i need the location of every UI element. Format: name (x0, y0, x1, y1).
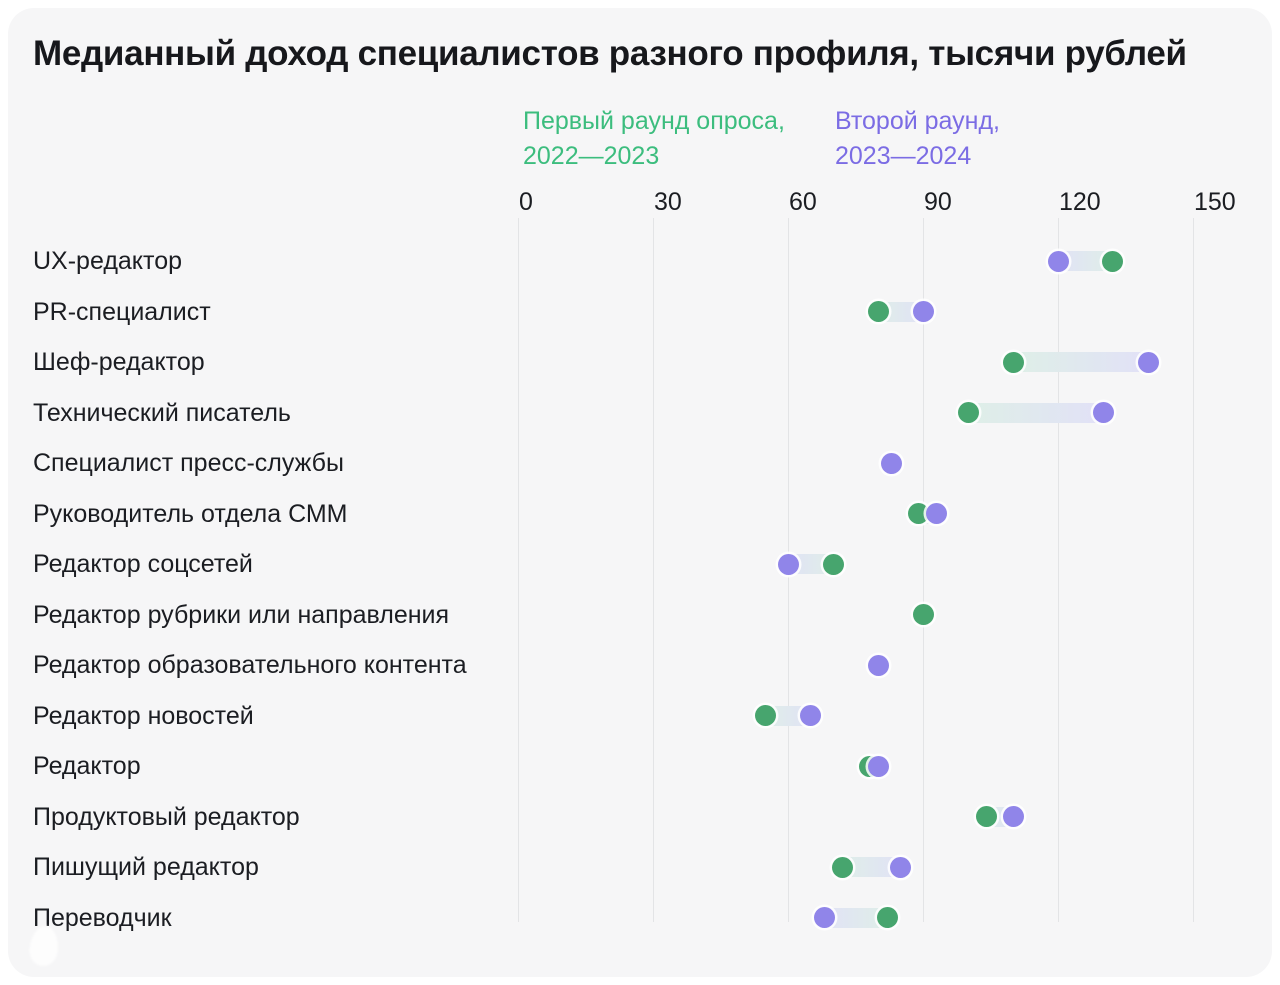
gridline-120 (1058, 218, 1059, 922)
legend-first-round-line2: 2022—2023 (523, 142, 660, 170)
dot-round1 (1101, 250, 1123, 272)
dot-round2 (813, 907, 835, 928)
category-label: Переводчик (33, 903, 172, 932)
dot-round2 (800, 705, 821, 726)
legend-second-round-line2: 2023—2024 (835, 142, 972, 170)
chart-title: Медианный доход специалистов разного про… (33, 34, 1187, 73)
category-label: Пишущий редактор (33, 853, 259, 881)
category-label: Редактор (33, 752, 141, 780)
dot-round1 (755, 705, 776, 726)
dot-round1 (1002, 351, 1024, 373)
dot-round1 (867, 301, 889, 322)
legend-first-round: Первый раунд опроса, 2022—2023 (523, 104, 785, 174)
category-label: Руководитель отдела СММ (33, 499, 348, 528)
tick-label-60: 60 (789, 188, 817, 216)
category-label: Продуктовый редактор (33, 802, 300, 831)
dot-round1 (822, 553, 844, 575)
tick-label-30: 30 (654, 188, 682, 216)
gridline-0 (518, 218, 519, 922)
tick-label-150: 150 (1194, 188, 1236, 216)
category-label: Редактор соцсетей (33, 550, 253, 578)
category-label: Редактор образовательного контента (33, 651, 467, 679)
tick-label-90: 90 (924, 188, 952, 216)
category-label: Технический писатель (33, 398, 291, 427)
dot-round2 (867, 654, 889, 676)
dot-round1 (957, 402, 979, 423)
dot-round2 (926, 503, 947, 524)
chart-card: Медианный доход специалистов разного про… (8, 8, 1272, 977)
dot-round2 (1002, 806, 1024, 827)
category-label: UX-редактор (33, 247, 182, 275)
tick-label-0: 0 (519, 188, 533, 216)
gridline-90 (923, 218, 924, 922)
category-label: Редактор новостей (33, 701, 254, 730)
dot-round1 (831, 856, 853, 878)
dot-round2 (890, 856, 911, 878)
category-label: Специалист пресс-службы (33, 449, 344, 477)
connector (1003, 352, 1158, 372)
category-label: Редактор рубрики или направления (33, 600, 450, 629)
connector (814, 907, 897, 928)
dot-round2 (881, 452, 902, 474)
category-label: PR-специалист (33, 297, 211, 326)
gridline-150 (1193, 218, 1194, 922)
dot-round2 (777, 553, 799, 575)
tick-label-120: 120 (1059, 188, 1101, 216)
legend-second-round: Второй раунд, 2023—2024 (835, 104, 1000, 174)
dot-round2 (867, 755, 889, 777)
category-label: Шеф-редактор (33, 348, 205, 376)
legend-first-round-line1: Первый раунд опроса, (523, 107, 785, 135)
dot-round2 (1047, 250, 1069, 272)
legend-second-round-line1: Второй раунд, (835, 107, 1001, 135)
dot-round2 (1137, 351, 1159, 373)
plot-area: 0 30 60 90 120 150 UX-редактор PR-специалист Шеф… (8, 8, 1272, 977)
dot-round1 (876, 907, 898, 928)
connector (958, 402, 1113, 423)
dot-round1 (912, 604, 934, 625)
dot-round2 (912, 301, 934, 322)
dot-round1 (975, 806, 997, 827)
gridline-30 (653, 218, 654, 922)
dot-round2 (1092, 402, 1114, 423)
dot-round1 (908, 503, 929, 524)
